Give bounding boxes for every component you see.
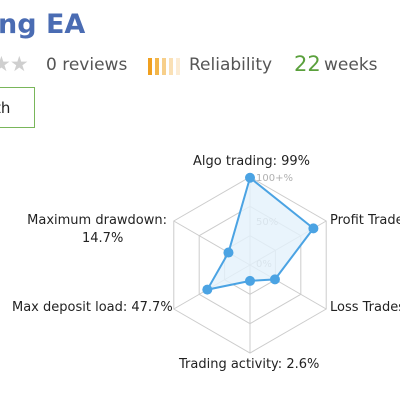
radar-point[interactable] bbox=[269, 274, 280, 285]
radar-point[interactable] bbox=[245, 172, 255, 183]
radar-points bbox=[202, 172, 319, 295]
reviews-link[interactable]: 0 reviews bbox=[46, 55, 128, 75]
star-icon: ★ bbox=[0, 52, 11, 76]
reliability-label: Reliability bbox=[189, 55, 273, 75]
reliability-bar bbox=[169, 58, 173, 75]
reliability-bars-icon bbox=[148, 58, 182, 75]
star-icon: ★ bbox=[9, 52, 29, 76]
reliability-bar bbox=[155, 58, 159, 75]
axis-label-profit-trades: Profit Trade bbox=[330, 213, 400, 228]
reliability-bar bbox=[176, 58, 180, 75]
radar-point[interactable] bbox=[308, 223, 319, 234]
axis-label-trading-activity: Trading activity: 2.6% bbox=[178, 357, 319, 372]
rating-stars[interactable]: ★★ bbox=[0, 52, 29, 76]
ea-title[interactable]: ng EA bbox=[0, 9, 86, 40]
tab-label: th bbox=[0, 99, 11, 117]
tab-button[interactable]: th bbox=[0, 87, 35, 128]
reliability-bar bbox=[162, 58, 166, 75]
reliability-bar bbox=[148, 58, 152, 75]
axis-label-max-deposit-load: Max deposit load: 47.7% bbox=[12, 300, 173, 315]
axis-label-max-drawdown: Maximum drawdown: bbox=[27, 213, 167, 228]
radar-area bbox=[205, 176, 315, 292]
weeks-count: 22 bbox=[294, 52, 321, 76]
radar-point[interactable] bbox=[202, 284, 213, 295]
axis-label-loss-trades: Loss Trades bbox=[330, 300, 400, 315]
axis-label-algo-trading: Algo trading: 99% bbox=[193, 154, 310, 169]
weeks-label: weeks bbox=[324, 55, 378, 75]
stats-row: ★★ 0 reviews Reliability 22 weeks bbox=[0, 52, 400, 77]
radar-point[interactable] bbox=[223, 247, 234, 258]
axis-label-max-drawdown-value: 14.7% bbox=[82, 231, 123, 246]
radar-tick-label: 100+% bbox=[256, 173, 293, 184]
radar-point[interactable] bbox=[245, 275, 255, 286]
